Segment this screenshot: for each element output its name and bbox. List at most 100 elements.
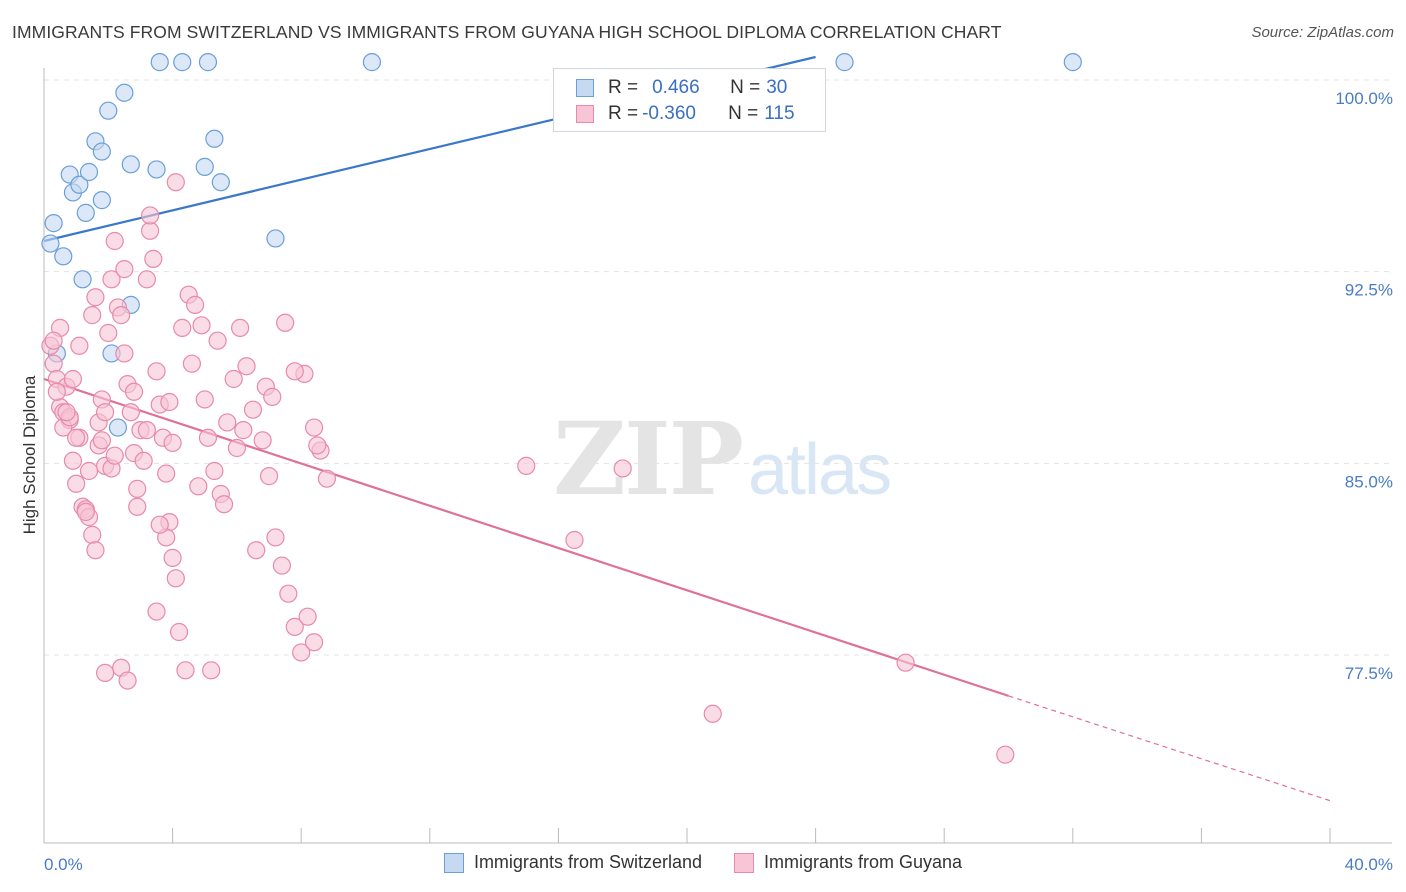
switzerland-point (44, 214, 63, 233)
guyana-point (137, 270, 156, 289)
guyana-point (128, 479, 147, 498)
guyana-point (292, 643, 311, 662)
guyana-point (140, 221, 160, 240)
switzerland-point (198, 53, 218, 72)
guyana-point (157, 464, 176, 483)
switzerland-swatch (576, 79, 594, 97)
switzerland-point (147, 160, 166, 179)
guyana-point (134, 451, 153, 470)
switzerland-point (150, 53, 169, 72)
guyana-point (160, 392, 179, 412)
switzerland-point (266, 229, 285, 248)
guyana-point (247, 541, 266, 560)
y-axis-title: High School Diploma (19, 375, 39, 535)
guyana-point (285, 617, 304, 636)
switzerland-point (76, 203, 95, 222)
guyana-point (259, 467, 279, 486)
guyana-point (266, 528, 285, 547)
r-label: R = (608, 103, 639, 124)
guyana-point (169, 622, 189, 642)
n-label: N = (728, 103, 759, 124)
legend-swatch-guyana (734, 852, 754, 873)
guyana-point (208, 331, 227, 350)
n-value: 115 (764, 103, 795, 124)
watermark: ZIPatlas (553, 400, 892, 518)
watermark-zip: ZIP (553, 400, 744, 518)
guyana-point (205, 461, 224, 481)
y-tick-label: 77.5% (1345, 664, 1393, 683)
guyana-point (128, 497, 147, 516)
guyana-point (67, 474, 86, 493)
guyana-point (198, 428, 218, 447)
legend-item-guyana[interactable]: Immigrants from Guyana (734, 852, 962, 873)
guyana-point (79, 461, 99, 481)
r-value: -0.360 (642, 103, 696, 124)
guyana-point (237, 357, 256, 376)
r-label: R = (608, 77, 639, 98)
guyana-swatch (576, 105, 594, 123)
switzerland-point (108, 418, 128, 437)
guyana-point (86, 288, 105, 307)
guyana-point (44, 331, 63, 350)
guyana-point (279, 584, 298, 603)
guyana-point (192, 316, 211, 335)
x-tick-label: 0.0% (44, 855, 83, 874)
guyana-point (163, 548, 182, 567)
legend-swatch-switzerland (443, 852, 464, 873)
axes (43, 68, 1392, 844)
guyana-trend-line (43, 377, 1009, 697)
switzerland-point (41, 234, 60, 253)
stats-row-switzerland: R = 0.466 N = 30 (576, 75, 787, 101)
x-tick-label: 40.0% (1345, 855, 1393, 874)
switzerland-point (173, 53, 192, 72)
guyana-point (565, 530, 584, 550)
guyana-point (317, 469, 337, 488)
y-tick-label: 85.0% (1345, 472, 1393, 491)
switzerland-point (362, 53, 382, 72)
guyana-point (57, 403, 76, 422)
guyana-point (304, 418, 324, 437)
guyana-point (63, 369, 83, 389)
guyana-point (92, 431, 111, 450)
switzerland-point (54, 247, 73, 266)
n-value: 30 (766, 77, 788, 98)
guyana-point (996, 745, 1015, 764)
legend-label-guyana: Immigrants from Guyana (764, 852, 963, 872)
n-label: N = (730, 77, 761, 98)
guyana-point (243, 400, 263, 419)
guyana-point (147, 602, 166, 621)
guyana-point (137, 421, 156, 440)
guyana-point (517, 456, 536, 475)
legend: Immigrants from Switzerland Immigrants f… (0, 852, 1406, 873)
guyana-point (186, 295, 205, 314)
guyana-point (202, 661, 221, 680)
guyana-point (76, 502, 95, 521)
guyana-point (140, 206, 160, 225)
switzerland-point (835, 53, 854, 72)
guyana-point (285, 362, 304, 381)
guyana-point (95, 663, 115, 682)
guyana-point (105, 231, 124, 251)
legend-item-switzerland[interactable]: Immigrants from Switzerland (443, 852, 702, 873)
guyana-point (67, 428, 86, 447)
switzerland-point (121, 155, 140, 174)
guyana-point (118, 671, 137, 690)
switzerland-point (205, 129, 224, 148)
guyana-point (163, 433, 182, 452)
guyana-point (121, 403, 140, 422)
guyana-point (231, 318, 250, 337)
source-credit: Source: ZipAtlas.com (1251, 24, 1394, 41)
guyana-point (613, 459, 632, 478)
guyana-point (47, 382, 66, 401)
guyana-point (304, 633, 324, 652)
guyana-point (189, 477, 208, 496)
guyana-point (176, 661, 195, 680)
tick-labels: 100.0% 92.5% 85.0% 77.5% 0.0% 40.0% (44, 89, 1393, 874)
guyana-point (105, 446, 124, 465)
guyana-point (95, 403, 115, 422)
switzerland-point (115, 83, 134, 102)
guyana-point (115, 344, 134, 363)
guyana-point (182, 354, 201, 373)
guyana-point (124, 382, 144, 401)
